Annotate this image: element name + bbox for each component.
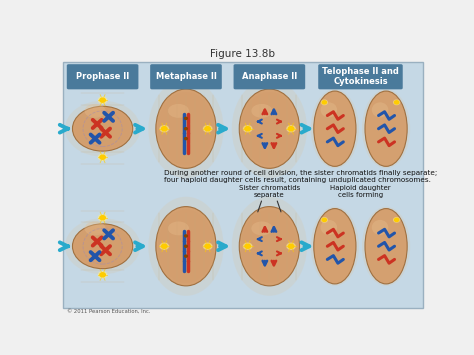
Ellipse shape <box>242 92 297 165</box>
Circle shape <box>203 126 212 132</box>
Ellipse shape <box>168 222 189 235</box>
Circle shape <box>322 101 327 104</box>
Ellipse shape <box>65 218 140 274</box>
Circle shape <box>393 218 400 222</box>
Circle shape <box>321 100 328 105</box>
Text: Metaphase II: Metaphase II <box>155 72 217 81</box>
Text: Figure 13.8b: Figure 13.8b <box>210 49 275 59</box>
Circle shape <box>99 97 107 103</box>
Circle shape <box>244 126 252 132</box>
Ellipse shape <box>65 101 140 157</box>
Ellipse shape <box>232 79 307 178</box>
Circle shape <box>245 127 250 131</box>
Circle shape <box>100 273 105 277</box>
Circle shape <box>162 127 167 131</box>
Ellipse shape <box>365 91 407 166</box>
Circle shape <box>393 100 400 105</box>
Text: Anaphase II: Anaphase II <box>242 72 297 81</box>
Circle shape <box>100 155 105 159</box>
Ellipse shape <box>362 207 410 286</box>
Text: Prophase II: Prophase II <box>76 72 129 81</box>
Circle shape <box>99 214 107 221</box>
Circle shape <box>394 101 399 104</box>
Ellipse shape <box>251 222 273 235</box>
Ellipse shape <box>239 89 300 168</box>
Ellipse shape <box>239 207 300 286</box>
Circle shape <box>288 244 294 248</box>
Text: Sister chromatids
separate: Sister chromatids separate <box>239 185 300 198</box>
Ellipse shape <box>156 89 216 168</box>
Circle shape <box>321 218 328 222</box>
Ellipse shape <box>372 220 388 235</box>
Circle shape <box>244 243 252 249</box>
Ellipse shape <box>84 222 106 235</box>
Circle shape <box>160 126 169 132</box>
Circle shape <box>99 154 107 160</box>
Ellipse shape <box>156 207 216 286</box>
Ellipse shape <box>232 197 307 296</box>
Ellipse shape <box>365 209 407 284</box>
Circle shape <box>100 216 105 220</box>
Circle shape <box>245 244 250 248</box>
Text: Haploid daughter
cells forming: Haploid daughter cells forming <box>330 185 391 198</box>
Circle shape <box>160 243 169 249</box>
FancyBboxPatch shape <box>67 64 138 89</box>
FancyBboxPatch shape <box>234 64 305 89</box>
Ellipse shape <box>362 89 410 168</box>
Circle shape <box>287 126 295 132</box>
Circle shape <box>185 245 187 247</box>
Circle shape <box>185 235 187 237</box>
Ellipse shape <box>311 207 359 286</box>
Ellipse shape <box>148 197 224 296</box>
Ellipse shape <box>73 224 133 269</box>
FancyBboxPatch shape <box>318 64 403 89</box>
Circle shape <box>162 244 167 248</box>
Ellipse shape <box>320 102 337 118</box>
Text: Telophase II and
Cytokinesis: Telophase II and Cytokinesis <box>322 67 399 87</box>
Ellipse shape <box>75 225 130 267</box>
Ellipse shape <box>311 89 359 168</box>
Ellipse shape <box>314 209 356 284</box>
Ellipse shape <box>251 104 273 118</box>
Text: © 2011 Pearson Education, Inc.: © 2011 Pearson Education, Inc. <box>66 308 150 313</box>
Circle shape <box>99 272 107 278</box>
Ellipse shape <box>148 79 224 178</box>
Circle shape <box>205 244 210 248</box>
Ellipse shape <box>242 209 297 283</box>
Circle shape <box>205 127 210 131</box>
Circle shape <box>322 218 327 222</box>
Circle shape <box>185 118 187 119</box>
FancyBboxPatch shape <box>63 62 423 308</box>
Ellipse shape <box>314 91 356 166</box>
Ellipse shape <box>168 104 189 118</box>
Circle shape <box>185 255 187 257</box>
Circle shape <box>287 243 295 249</box>
Ellipse shape <box>372 102 388 118</box>
Circle shape <box>185 138 187 140</box>
Ellipse shape <box>84 104 106 118</box>
Ellipse shape <box>75 108 130 149</box>
Circle shape <box>100 98 105 102</box>
Circle shape <box>185 128 187 130</box>
Ellipse shape <box>158 92 214 165</box>
Ellipse shape <box>73 106 133 151</box>
Circle shape <box>203 243 212 249</box>
Ellipse shape <box>320 220 337 235</box>
Circle shape <box>288 127 294 131</box>
FancyBboxPatch shape <box>150 64 222 89</box>
Text: During another round of cell division, the sister chromatids finally separate;
f: During another round of cell division, t… <box>164 170 437 183</box>
Circle shape <box>394 218 399 222</box>
Ellipse shape <box>158 209 214 283</box>
